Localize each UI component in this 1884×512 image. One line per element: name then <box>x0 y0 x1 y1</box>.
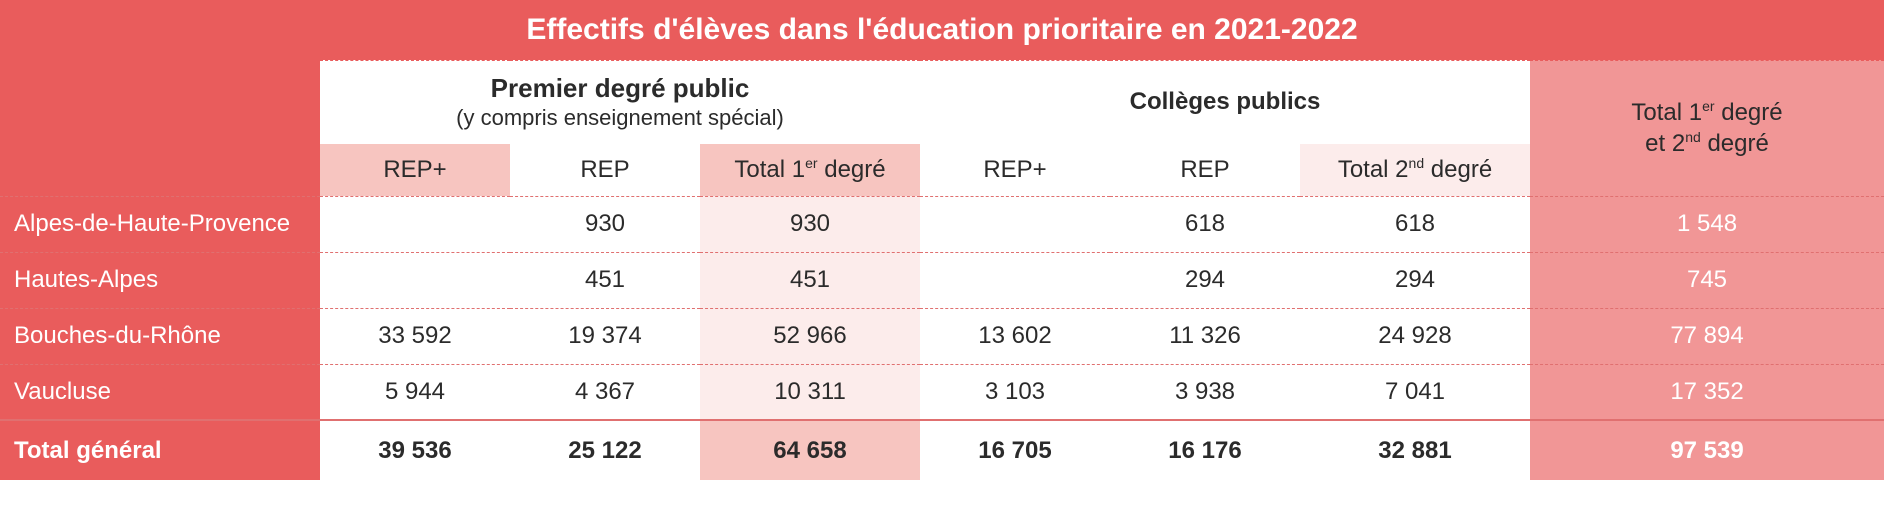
footer-row: Total général 39 536 25 122 64 658 16 70… <box>0 420 1884 480</box>
education-table: Effectifs d'élèves dans l'éducation prio… <box>0 0 1884 480</box>
row-label: Vaucluse <box>0 364 320 420</box>
cell-total-1: 10 311 <box>700 364 920 420</box>
cell-total-1: 930 <box>700 196 920 252</box>
footer-rep-2: 16 176 <box>1110 420 1300 480</box>
row-label: Bouches-du-Rhône <box>0 308 320 364</box>
table-title: Effectifs d'élèves dans l'éducation prio… <box>0 0 1884 60</box>
col-rep-1: REP <box>510 144 700 196</box>
cell-rep-2: 3 938 <box>1110 364 1300 420</box>
cell-rep-plus-1: 33 592 <box>320 308 510 364</box>
row-label: Alpes-de-Haute-Provence <box>0 196 320 252</box>
cell-total-2: 24 928 <box>1300 308 1530 364</box>
header-premier-degre: Premier degré public (y compris enseigne… <box>320 60 920 144</box>
col-rep-plus-2: REP+ <box>920 144 1110 196</box>
cell-rep-1: 19 374 <box>510 308 700 364</box>
cell-rep-1: 930 <box>510 196 700 252</box>
footer-label: Total général <box>0 420 320 480</box>
cell-total-2: 294 <box>1300 252 1530 308</box>
header-group-row: Premier degré public (y compris enseigne… <box>0 60 1884 144</box>
cell-rep-plus-1: 5 944 <box>320 364 510 420</box>
cell-rep-plus-1 <box>320 196 510 252</box>
table-row: Bouches-du-Rhône33 59219 37452 96613 602… <box>0 308 1884 364</box>
col-total-1: Total 1er degré <box>700 144 920 196</box>
footer-total-2: 32 881 <box>1300 420 1530 480</box>
cell-total-2: 618 <box>1300 196 1530 252</box>
header-colleges: Collèges publics <box>920 60 1530 144</box>
cell-grand-total: 745 <box>1530 252 1884 308</box>
cell-total-1: 451 <box>700 252 920 308</box>
cell-rep-plus-2: 13 602 <box>920 308 1110 364</box>
cell-rep-plus-2: 3 103 <box>920 364 1110 420</box>
cell-rep-plus-1 <box>320 252 510 308</box>
title-row: Effectifs d'élèves dans l'éducation prio… <box>0 0 1884 60</box>
col-rep-2: REP <box>1110 144 1300 196</box>
col-rep-plus-1: REP+ <box>320 144 510 196</box>
cell-grand-total: 1 548 <box>1530 196 1884 252</box>
cell-rep-1: 4 367 <box>510 364 700 420</box>
table-row: Vaucluse5 9444 36710 3113 1033 9387 0411… <box>0 364 1884 420</box>
header-premier-sub: (y compris enseignement spécial) <box>456 105 784 130</box>
footer-grand-total: 97 539 <box>1530 420 1884 480</box>
cell-grand-total: 17 352 <box>1530 364 1884 420</box>
cell-rep-2: 618 <box>1110 196 1300 252</box>
table-row: Alpes-de-Haute-Provence9309306186181 548 <box>0 196 1884 252</box>
cell-rep-1: 451 <box>510 252 700 308</box>
footer-rep-plus-1: 39 536 <box>320 420 510 480</box>
col-total-2: Total 2nd degré <box>1300 144 1530 196</box>
cell-total-2: 7 041 <box>1300 364 1530 420</box>
footer-total-1: 64 658 <box>700 420 920 480</box>
header-grand-total: Total 1er degré et 2nd degré <box>1530 60 1884 196</box>
cell-rep-2: 294 <box>1110 252 1300 308</box>
cell-rep-plus-2 <box>920 252 1110 308</box>
row-label: Hautes-Alpes <box>0 252 320 308</box>
cell-rep-2: 11 326 <box>1110 308 1300 364</box>
footer-rep-plus-2: 16 705 <box>920 420 1110 480</box>
header-blank <box>0 60 320 196</box>
table-row: Hautes-Alpes451451294294745 <box>0 252 1884 308</box>
cell-total-1: 52 966 <box>700 308 920 364</box>
footer-rep-1: 25 122 <box>510 420 700 480</box>
cell-rep-plus-2 <box>920 196 1110 252</box>
header-premier-main: Premier degré public <box>491 73 750 103</box>
cell-grand-total: 77 894 <box>1530 308 1884 364</box>
